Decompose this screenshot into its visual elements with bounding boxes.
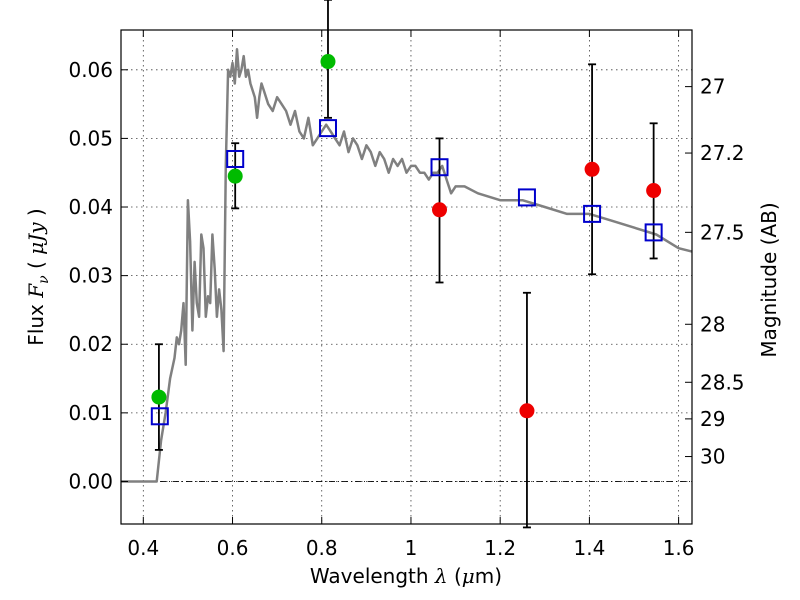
model-spectrum-line xyxy=(121,47,693,483)
grid xyxy=(121,30,692,524)
y-tick-label: 0.02 xyxy=(68,332,113,356)
mag-tick-label: 27 xyxy=(700,75,725,99)
plot-frame xyxy=(120,29,693,525)
x-tick-label: 0.4 xyxy=(127,536,159,560)
model-photometry-marker xyxy=(150,407,169,426)
observed-flux-marker xyxy=(432,202,448,218)
y2-axis-label: Magnitude (AB) xyxy=(757,202,781,357)
y-tick-label: 0.05 xyxy=(68,126,113,150)
model-spectrum xyxy=(121,47,693,483)
model-photometry-marker xyxy=(517,188,536,207)
x-tick-label: 1.4 xyxy=(573,536,605,560)
y-tick-label: 0.01 xyxy=(68,401,113,425)
mag-tick-label: 28.5 xyxy=(700,370,745,394)
x-tick-label: 1 xyxy=(405,536,418,560)
observed-flux-marker xyxy=(584,161,600,177)
mag-tick-label: 29 xyxy=(700,407,725,431)
model-photometry-marker xyxy=(583,204,602,223)
x-tick-label: 0.6 xyxy=(217,536,249,560)
data-markers xyxy=(150,54,663,426)
observed-flux-marker xyxy=(320,54,336,70)
axis-ticks xyxy=(121,30,692,524)
mag-tick-label: 30 xyxy=(700,445,725,469)
mag-tick-label: 27.5 xyxy=(700,220,745,244)
mag-tick-label: 28 xyxy=(700,312,725,336)
y-tick-label: 0.00 xyxy=(68,469,113,493)
x-tick-label: 1.6 xyxy=(663,536,695,560)
model-photometry-marker xyxy=(644,223,663,242)
model-photometry-marker xyxy=(318,119,337,138)
x-tick-label: 0.8 xyxy=(306,536,338,560)
model-photometry-marker xyxy=(226,149,245,168)
model-photometry-marker xyxy=(430,158,449,177)
observed-flux-marker xyxy=(151,389,167,405)
x-axis-label: Wavelength λ (μm) xyxy=(310,564,502,588)
y-axis-label: Flux Fν ( μJy ) xyxy=(24,208,52,345)
mag-tick-label: 27.2 xyxy=(700,141,745,165)
y-tick-label: 0.04 xyxy=(68,195,113,219)
observed-flux-marker xyxy=(646,183,662,199)
y-tick-label: 0.06 xyxy=(68,58,113,82)
tick-labels: 0.4 0.6 0.8 1 1.2 1.4 1.6 0.00 0.01 0.02 0.03 0.04 0… xyxy=(68,58,744,560)
y-tick-label: 0.03 xyxy=(68,264,113,288)
x-tick-label: 1.2 xyxy=(484,536,516,560)
observed-flux-marker xyxy=(227,168,243,184)
observed-flux-marker xyxy=(519,403,535,419)
error-bars xyxy=(154,0,658,529)
